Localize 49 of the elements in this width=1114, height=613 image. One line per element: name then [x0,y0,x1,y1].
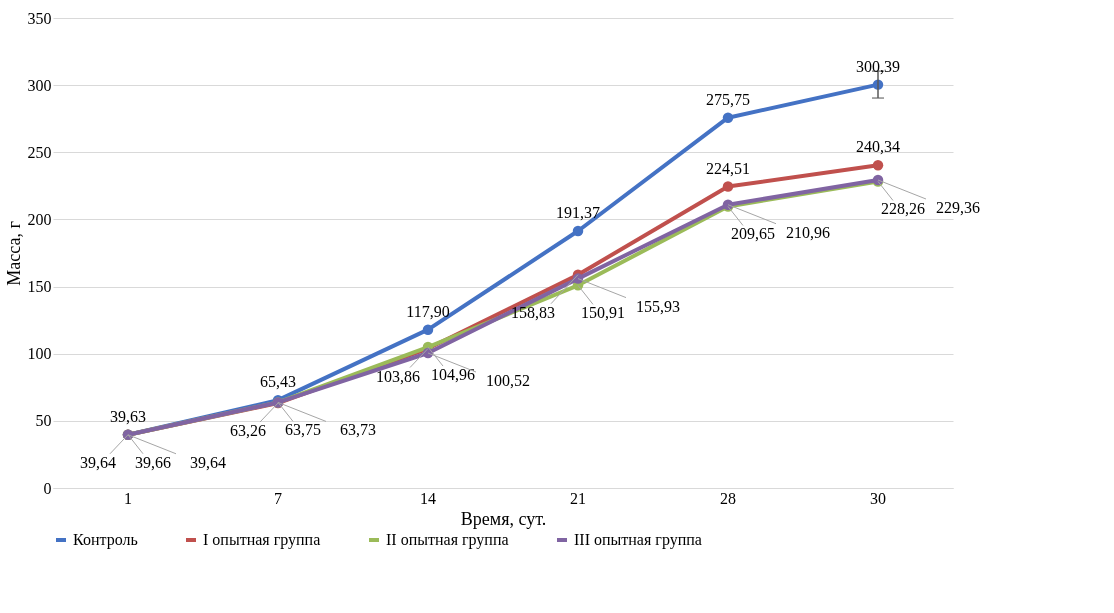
data-label: 100,52 [486,372,530,390]
data-label: 65,43 [260,373,296,391]
data-label: 240,34 [856,138,900,156]
x-tick-label: 7 [274,489,282,507]
x-axis-title: Время, сут. [460,508,547,529]
data-label: 229,36 [936,199,980,216]
data-label: 39,66 [135,453,171,471]
y-tick-label: 250 [27,143,52,161]
data-label: 224,51 [706,159,750,177]
legend-label: III опытная группа [574,531,702,549]
data-label: 117,90 [406,302,450,320]
data-label: 228,26 [881,200,925,218]
point [872,160,884,171]
data-label: 63,26 [230,422,266,440]
y-axis-title: Масса, г [3,221,24,286]
x-tick-label: 28 [720,489,736,507]
x-tick-label: 1 [124,489,132,507]
point [422,324,434,335]
y-tick-label: 150 [27,278,52,296]
point [572,225,584,237]
x-tick-label: 30 [870,489,886,507]
y-tick-label: 350 [27,9,52,27]
y-tick-label: 50 [35,412,52,430]
data-label: 104,96 [431,366,475,384]
legend-label: II опытная группа [386,531,509,549]
legend-label: Контроль [73,531,138,549]
data-label: 39,63 [110,407,146,425]
y-tick-label: 0 [43,479,52,497]
y-tick-label: 300 [27,76,52,94]
data-label: 155,93 [636,297,680,315]
data-label: 209,65 [731,225,775,243]
legend-label: I опытная группа [203,531,321,549]
data-label: 39,64 [190,453,226,471]
data-label: 300,39 [856,57,900,75]
x-tick-label: 14 [420,489,436,507]
y-tick-label: 100 [27,345,52,363]
y-tick-label: 200 [27,210,52,228]
data-label: 191,37 [556,204,600,222]
data-label: 63,73 [340,421,376,439]
data-label: 210,96 [786,223,830,241]
point [722,112,734,123]
data-label: 158,83 [511,303,555,321]
data-label: 275,75 [706,90,750,108]
data-label: 150,91 [581,304,625,322]
point [722,181,734,192]
data-label: 63,75 [285,421,321,439]
data-label: 39,64 [80,453,116,471]
x-tick-label: 21 [570,489,586,507]
data-label: 103,86 [376,367,420,385]
